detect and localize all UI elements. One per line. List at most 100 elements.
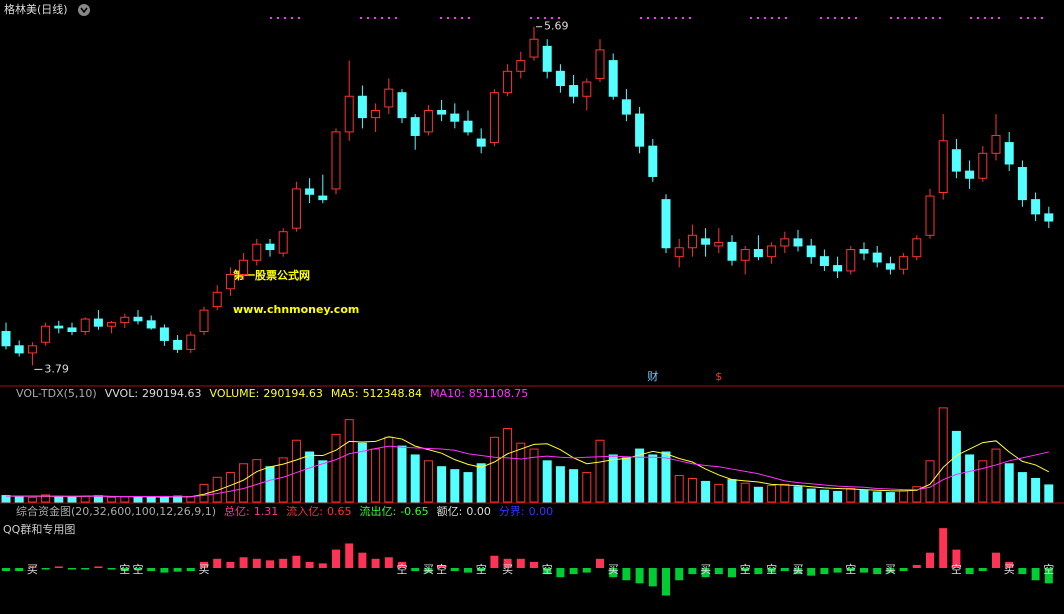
volume-bar — [14, 496, 24, 503]
marker-dot — [367, 17, 369, 19]
candle-body — [239, 259, 249, 275]
candle-body — [621, 99, 631, 115]
volume-bar — [753, 486, 763, 503]
marker-dot — [890, 17, 892, 19]
candle-body — [767, 245, 777, 258]
candle-body — [806, 245, 816, 258]
legend-value: 290194.63 — [263, 387, 323, 400]
signal-label: 空 — [542, 562, 553, 576]
marker-dot — [904, 17, 906, 19]
flow-bar — [516, 558, 525, 568]
marker-dot — [834, 17, 836, 19]
legend-label: 分界: — [499, 505, 525, 518]
volume-bar — [305, 451, 315, 503]
candle-body — [793, 238, 803, 247]
flow-bar — [239, 557, 248, 568]
low-label: 3.79 — [44, 362, 69, 375]
marker-dot — [991, 17, 993, 19]
flow-bar — [543, 568, 552, 575]
candle-body — [357, 95, 367, 119]
volume-bar — [833, 490, 843, 503]
candle-body — [410, 117, 420, 136]
flow-bar — [662, 568, 670, 596]
candle-body — [582, 81, 592, 97]
volume-bar — [740, 482, 750, 503]
marker-dot — [682, 17, 684, 19]
signal-label: 空 — [766, 562, 777, 576]
legend-value: 0.00 — [529, 505, 554, 518]
candle-body — [80, 318, 90, 333]
candle-body — [885, 263, 895, 270]
signal-label: 买 — [27, 563, 38, 576]
candle-body — [872, 252, 882, 263]
marker-dot — [454, 17, 456, 19]
watermark: 第一股票公式网 — [233, 268, 310, 282]
flow-bar — [411, 568, 420, 572]
volume-bar — [991, 448, 1001, 503]
flow-bar — [173, 568, 182, 572]
marker-dot — [984, 17, 986, 19]
volume-bar — [912, 486, 922, 503]
marker-dot — [932, 17, 934, 19]
flow-bar — [2, 568, 10, 572]
candle-body — [463, 120, 473, 133]
volume-bar — [1, 495, 11, 503]
candle-body — [608, 60, 618, 97]
candle-body — [1, 331, 11, 347]
candle-body — [740, 249, 750, 261]
signal-label: 买 — [700, 563, 711, 576]
ma-line — [6, 436, 1050, 498]
volume-bar — [120, 496, 130, 503]
legend-value: 851108.75 — [469, 387, 529, 400]
flow-bar — [807, 568, 816, 576]
marker-dot — [1020, 17, 1022, 19]
candle-body — [674, 247, 684, 258]
candle-body — [344, 95, 354, 133]
event-label: 财 — [647, 369, 658, 383]
volume-bar — [27, 496, 37, 503]
volume-bar — [252, 459, 262, 503]
candle-body — [305, 188, 315, 195]
flow-bar — [675, 568, 684, 581]
volume-bar — [899, 490, 909, 503]
legend-title: 综合资金图(20,32,600,100,12,26,9,1) — [16, 504, 216, 518]
candle-body — [278, 231, 288, 254]
menu-icon[interactable] — [78, 4, 90, 16]
volume-bar — [503, 427, 513, 503]
candle-body — [1031, 199, 1041, 215]
flow-bar — [371, 558, 380, 568]
menu-icon-arrow — [80, 7, 88, 14]
candle-body — [648, 145, 658, 177]
candle-body — [991, 134, 1001, 154]
flow-bar — [318, 563, 327, 568]
volume-bar — [701, 480, 711, 503]
flow-bar — [688, 568, 697, 575]
flow-bar — [635, 568, 644, 584]
volume-bar — [489, 436, 499, 503]
marker-dot — [640, 17, 642, 19]
candle-body — [291, 188, 301, 229]
flow-bar — [767, 568, 776, 573]
volume-bar — [423, 460, 433, 503]
flow-bar — [833, 568, 842, 573]
volume-bar — [476, 463, 486, 503]
candle-body — [423, 110, 433, 133]
candle-body — [318, 195, 328, 201]
flow-bar — [820, 568, 829, 575]
candle-body — [595, 49, 605, 79]
marker-dot — [771, 17, 773, 19]
candle-body — [199, 309, 209, 333]
marker-dot — [820, 17, 822, 19]
flow-bar — [226, 561, 235, 568]
volume-bar — [225, 472, 235, 503]
candle-body — [67, 327, 77, 333]
marker-dot — [270, 17, 272, 19]
volume-bar — [265, 466, 275, 503]
volume-bar — [542, 460, 552, 503]
flow-bar — [873, 568, 882, 575]
candle-body — [212, 291, 222, 308]
volume-bar — [965, 454, 975, 503]
legend-value: 512348.84 — [363, 387, 423, 400]
candle-body — [701, 238, 711, 245]
flow-bar — [424, 568, 433, 573]
